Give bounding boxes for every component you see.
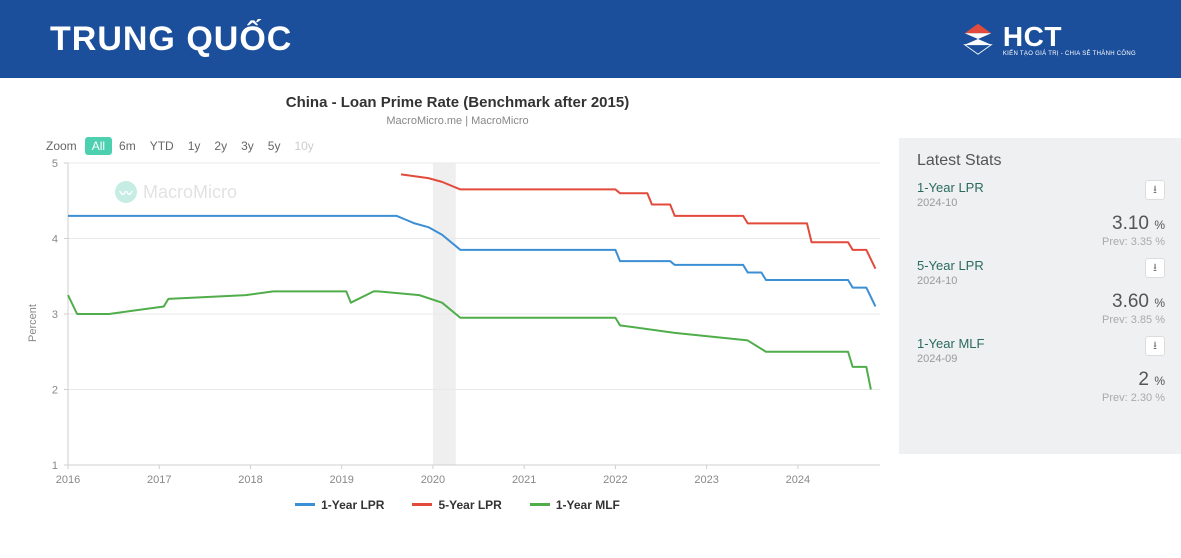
legend-swatch xyxy=(412,503,432,506)
series-line xyxy=(68,216,875,307)
svg-text:2020: 2020 xyxy=(421,474,445,486)
stat-value: 3.10 xyxy=(1112,213,1149,234)
svg-text:2023: 2023 xyxy=(694,474,718,486)
header-bar: TRUNG QUỐC HCT KIẾN TẠO GIÁ TRỊ - CHIA S… xyxy=(0,0,1181,78)
chart-panel: China - Loan Prime Rate (Benchmark after… xyxy=(0,78,899,558)
svg-text:2022: 2022 xyxy=(603,474,627,486)
stat-block: ⭳1-Year LPR 2024-10 3.10 % Prev: 3.35 % xyxy=(917,180,1165,248)
svg-text:2: 2 xyxy=(52,385,58,397)
legend-swatch xyxy=(530,503,550,506)
brand-logo: HCT KIẾN TẠO GIÁ TRỊ - CHIA SẺ THÀNH CÔN… xyxy=(959,20,1136,58)
legend-item[interactable]: 5-Year LPR xyxy=(412,498,501,512)
stat-name: 5-Year LPR xyxy=(917,258,1165,273)
svg-text:2019: 2019 xyxy=(329,474,353,486)
stat-block: ⭳1-Year MLF 2024-09 2 % Prev: 2.30 % xyxy=(917,336,1165,404)
stat-value: 3.60 xyxy=(1112,291,1149,312)
chart-title: China - Loan Prime Rate (Benchmark after… xyxy=(20,94,895,111)
line-chart[interactable]: 1 2 3 4 5 2016 2017 2018 2019 2020 2021 2022 2023 202… xyxy=(20,153,890,493)
content-row: China - Loan Prime Rate (Benchmark after… xyxy=(0,78,1181,558)
stat-prev: Prev: 2.30 % xyxy=(917,392,1165,404)
logo-text: HCT xyxy=(1003,21,1062,53)
legend-label: 1-Year LPR xyxy=(321,498,384,512)
stat-date: 2024-10 xyxy=(917,197,1165,209)
legend-swatch xyxy=(295,503,315,506)
svg-text:2024: 2024 xyxy=(786,474,810,486)
stat-block: ⭳5-Year LPR 2024-10 3.60 % Prev: 3.85 % xyxy=(917,258,1165,326)
series-line xyxy=(68,291,871,389)
stat-unit: % xyxy=(1151,296,1165,310)
page-title: TRUNG QUỐC xyxy=(50,20,292,59)
stat-date: 2024-09 xyxy=(917,353,1165,365)
chart-subtitle: MacroMicro.me | MacroMicro xyxy=(20,115,895,127)
stat-prev: Prev: 3.85 % xyxy=(917,314,1165,326)
stat-date: 2024-10 xyxy=(917,275,1165,287)
series-line xyxy=(401,174,875,268)
svg-text:2018: 2018 xyxy=(238,474,262,486)
legend-item[interactable]: 1-Year LPR xyxy=(295,498,384,512)
stat-name: 1-Year LPR xyxy=(917,180,1165,195)
stats-title: Latest Stats xyxy=(917,152,1165,170)
stat-unit: % xyxy=(1151,218,1165,232)
stats-panel: Latest Stats ⭳1-Year LPR2024-103.10 %Pre… xyxy=(899,138,1181,454)
svg-text:3: 3 xyxy=(52,309,58,321)
download-icon[interactable]: ⭳ xyxy=(1145,336,1165,356)
svg-text:5: 5 xyxy=(52,158,58,170)
zoom-controls: Zoom All6mYTD1y2y3y5y10y xyxy=(20,139,895,153)
plot-container: Percent 〰 MacroMicro 1234520162017201820… xyxy=(20,153,890,493)
chart-legend: 1-Year LPR 5-Year LPR 1-Year MLF xyxy=(20,495,895,512)
download-icon[interactable]: ⭳ xyxy=(1145,180,1165,200)
stat-unit: % xyxy=(1151,374,1165,388)
legend-label: 1-Year MLF xyxy=(556,498,620,512)
svg-text:2016: 2016 xyxy=(56,474,80,486)
logo-icon xyxy=(959,20,997,58)
svg-text:2021: 2021 xyxy=(512,474,536,486)
svg-text:4: 4 xyxy=(52,234,58,246)
zoom-label: Zoom xyxy=(46,139,77,153)
svg-text:1: 1 xyxy=(52,460,58,472)
legend-label: 5-Year LPR xyxy=(438,498,501,512)
stat-name: 1-Year MLF xyxy=(917,336,1165,351)
logo-tagline: KIẾN TẠO GIÁ TRỊ - CHIA SẺ THÀNH CÔNG xyxy=(1003,51,1136,57)
legend-item[interactable]: 1-Year MLF xyxy=(530,498,620,512)
stat-prev: Prev: 3.35 % xyxy=(917,236,1165,248)
svg-text:2017: 2017 xyxy=(147,474,171,486)
download-icon[interactable]: ⭳ xyxy=(1145,258,1165,278)
stat-value: 2 xyxy=(1138,369,1149,390)
